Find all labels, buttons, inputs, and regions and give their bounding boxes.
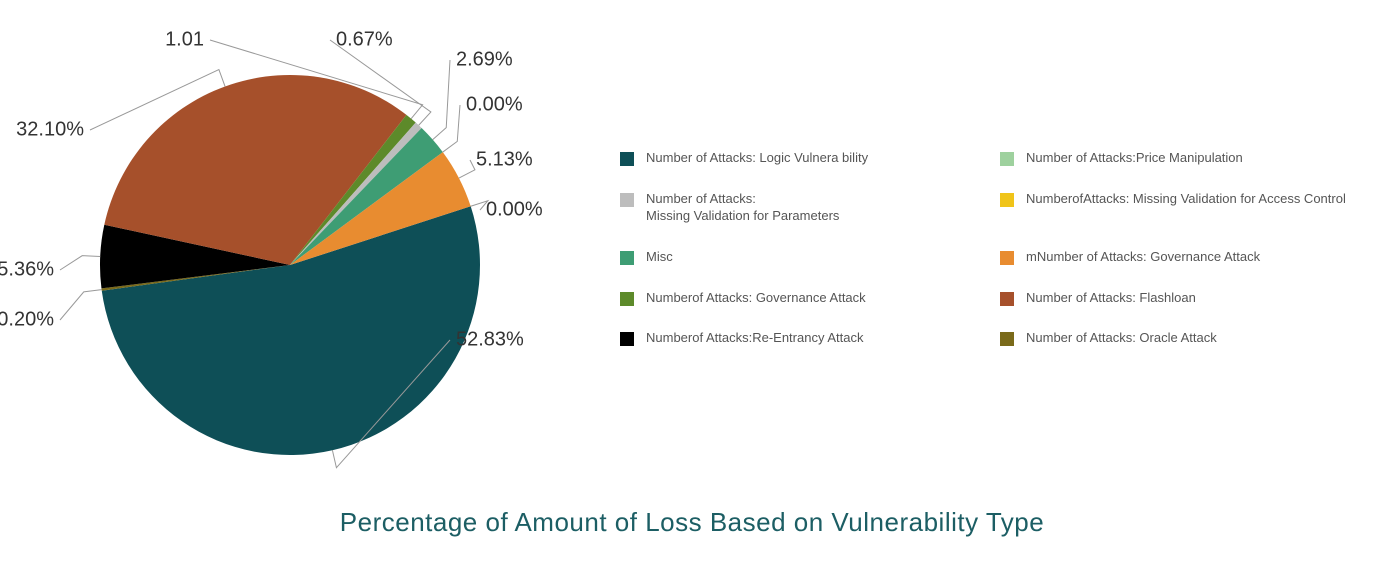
- legend-swatch: [1000, 292, 1014, 306]
- legend-label: Number of Attacks: Logic Vulnera bility: [646, 150, 868, 167]
- legend-swatch: [620, 332, 634, 346]
- chart-legend: Number of Attacks: Logic Vulnera bility N…: [620, 150, 1384, 347]
- slice-label: 0.20%: [0, 309, 60, 332]
- legend-item: Numberof Attacks: Governance Attack: [620, 290, 990, 307]
- legend-label: Numberof Attacks: Governance Attack: [646, 290, 866, 307]
- legend-item: Number of Attacks: Logic Vulnera bility: [620, 150, 990, 167]
- legend-label: NumberofAttacks: Missing Validation for …: [1026, 191, 1346, 208]
- slice-label: 0.67%: [330, 29, 393, 52]
- leader-line: [60, 290, 102, 320]
- slice-label: 32.10%: [16, 119, 90, 142]
- slice-label: 2.69%: [450, 49, 513, 72]
- legend-item: Number of Attacks: Oracle Attack: [1000, 330, 1384, 347]
- legend-item: NumberofAttacks: Missing Validation for …: [1000, 191, 1384, 225]
- leader-line: [433, 60, 450, 140]
- legend-label: Number of Attacks:Price Manipulation: [1026, 150, 1243, 167]
- legend-label: Number of Attacks: Missing Validation fo…: [646, 191, 839, 225]
- slice-label: 52.83%: [450, 329, 524, 352]
- legend-item: Number of Attacks:Price Manipulation: [1000, 150, 1384, 167]
- legend-swatch: [1000, 332, 1014, 346]
- slice-label: 0.00%: [480, 199, 543, 222]
- legend-swatch: [620, 251, 634, 265]
- legend-item: Numberof Attacks:Re-Entrancy Attack: [620, 330, 990, 347]
- slice-label: 5.13%: [470, 149, 533, 172]
- legend-swatch: [1000, 152, 1014, 166]
- chart-title: Percentage of Amount of Loss Based on Vu…: [0, 507, 1384, 538]
- legend-swatch: [620, 292, 634, 306]
- legend-label: Number of Attacks: Oracle Attack: [1026, 330, 1217, 347]
- legend-swatch: [620, 193, 634, 207]
- legend-swatch: [620, 152, 634, 166]
- slice-label: 0.00%: [460, 94, 523, 117]
- slice-label: 1.01: [165, 29, 210, 52]
- legend-swatch: [1000, 193, 1014, 207]
- legend-item: Misc: [620, 249, 990, 266]
- legend-label: Number of Attacks: Flashloan: [1026, 290, 1196, 307]
- legend-item: mNumber of Attacks: Governance Attack: [1000, 249, 1384, 266]
- leader-line: [60, 256, 100, 270]
- legend-label: Misc: [646, 249, 673, 266]
- legend-item: Number of Attacks: Flashloan: [1000, 290, 1384, 307]
- legend-swatch: [1000, 251, 1014, 265]
- legend-label: Numberof Attacks:Re-Entrancy Attack: [646, 330, 863, 347]
- slice-label: 5.36%: [0, 259, 60, 282]
- legend-label: mNumber of Attacks: Governance Attack: [1026, 249, 1260, 266]
- legend-item: Number of Attacks: Missing Validation fo…: [620, 191, 990, 225]
